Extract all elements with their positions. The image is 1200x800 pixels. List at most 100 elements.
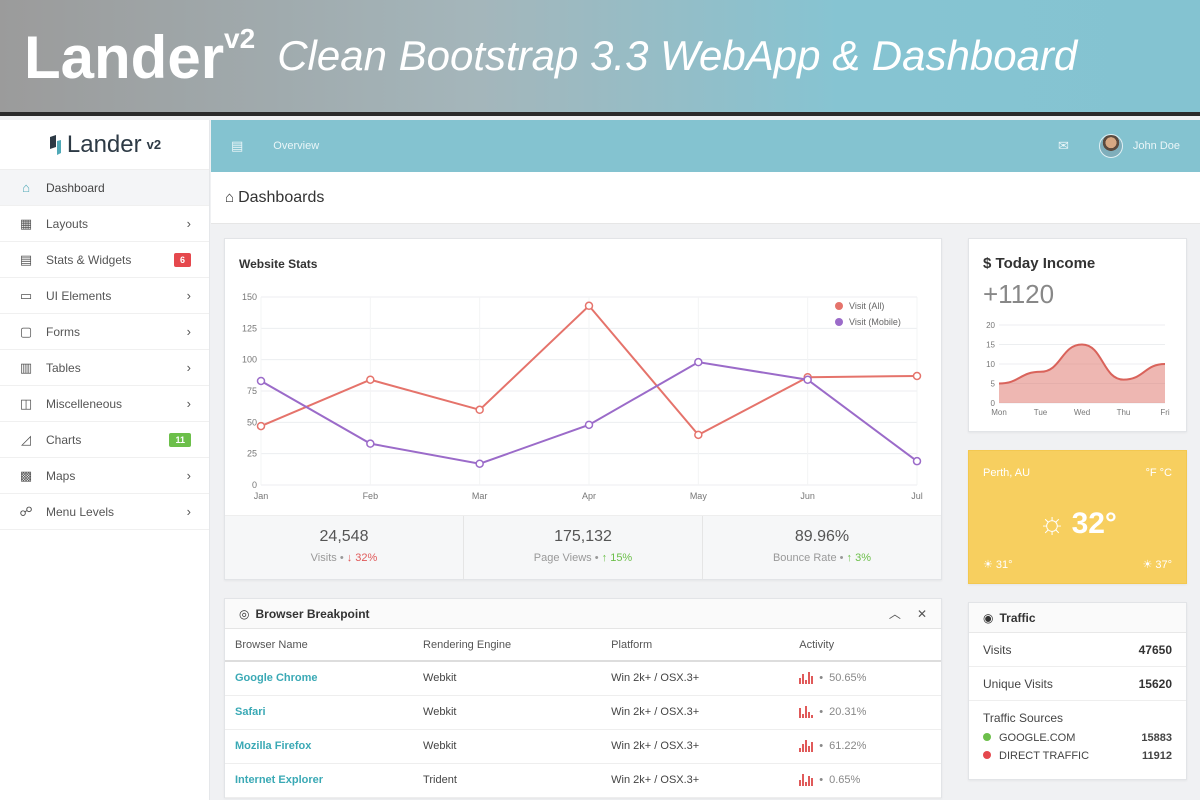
traffic-source-name: DIRECT TRAFFIC [983, 750, 1089, 762]
stat-block: 89.96% Bounce Rate • ↑ 3% [703, 516, 941, 579]
spark-bar [805, 740, 807, 752]
stat-change: ↓ 32% [347, 552, 378, 564]
sidebar-item-label: Maps [46, 469, 187, 483]
sidebar-item-tables[interactable]: ▥ Tables › [0, 350, 209, 386]
data-point[interactable] [258, 423, 265, 430]
column-header[interactable]: Activity [789, 629, 941, 661]
column-header[interactable]: Browser Name [225, 629, 413, 661]
data-point[interactable] [695, 431, 702, 438]
table-row: Safari Webkit Win 2k+ / OSX.3+ • 20.31% [225, 695, 941, 729]
sidebar-item-stats-widgets[interactable]: ▤ Stats & Widgets 6 [0, 242, 209, 278]
x-tick-label: Apr [582, 491, 596, 501]
data-point[interactable] [914, 372, 921, 379]
mail-icon[interactable]: ✉ [1058, 138, 1069, 154]
legend-label: Visit (All) [849, 301, 884, 311]
spark-bar [811, 742, 813, 752]
sidebar-item-ui-elements[interactable]: ▭ UI Elements › [0, 278, 209, 314]
browser-link[interactable]: Safari [225, 695, 413, 729]
weather-card: Perth, AU °F °C ☼ 32° ☀ 31° ☀ 37° [968, 450, 1187, 584]
table-row: Google Chrome Webkit Win 2k+ / OSX.3+ • 50.6… [225, 661, 941, 695]
user-name[interactable]: John Doe [1133, 140, 1180, 152]
chevron-right-icon: › [187, 324, 191, 339]
browser-link[interactable]: Mozilla Firefox [225, 729, 413, 763]
sidebar-item-maps[interactable]: ▩ Maps › [0, 458, 209, 494]
sidebar-item-layouts[interactable]: ▦ Layouts › [0, 206, 209, 242]
sidebar-item-label: Stats & Widgets [46, 253, 174, 267]
data-point[interactable] [586, 302, 593, 309]
spark-bar [811, 715, 813, 718]
browser-link[interactable]: Internet Explorer [225, 763, 413, 797]
data-point[interactable] [258, 377, 265, 384]
sidebar-item-label: Layouts [46, 217, 187, 231]
traffic-sources: GOOGLE.COM 15883 DIRECT TRAFFIC 11912 [969, 729, 1186, 765]
topbar-link[interactable]: Overview [273, 140, 319, 152]
spark-bar [811, 676, 813, 684]
sidebar-item-dashboard[interactable]: ⌂ Dashboard [0, 170, 209, 206]
sidebar-menu: ⌂ Dashboard ▦ Layouts › ▤ Stats & Widgets 6 ▭ UI … [0, 170, 209, 530]
y-tick-label: 0 [991, 399, 996, 408]
y-tick-label: 0 [252, 480, 257, 490]
activity-sep: • [819, 774, 823, 786]
source-dot [983, 751, 991, 759]
traffic-card: ◉ Traffic Visits 47650 Unique Visits 15620 … [968, 602, 1187, 780]
y-tick-label: 50 [247, 417, 257, 427]
website-stats-card: Website Stats 0 25 50 75 100 125 150 Jan Feb Mar A… [224, 238, 942, 580]
avatar[interactable] [1099, 134, 1123, 158]
sidebar-item-charts[interactable]: ◿ Charts 11 [0, 422, 209, 458]
browser-link[interactable]: Google Chrome [225, 661, 413, 695]
column-header[interactable]: Platform [601, 629, 789, 661]
table-row: Mozilla Firefox Webkit Win 2k+ / OSX.3+ • 61… [225, 729, 941, 763]
data-point[interactable] [367, 440, 374, 447]
promo-banner: Landerv2 Clean Bootstrap 3.3 WebApp & Da… [0, 0, 1200, 116]
sidebar-item-label: Forms [46, 325, 187, 339]
spark-bar [799, 678, 801, 684]
brand-logo: Lander v2 [48, 131, 161, 159]
chevron-right-icon: › [187, 288, 191, 303]
data-point[interactable] [804, 376, 811, 383]
spark-bar [808, 746, 810, 752]
brand[interactable]: Lander v2 [0, 120, 209, 170]
weather-units[interactable]: °F °C [1145, 467, 1172, 479]
stat-block: 175,132 Page Views • ↑ 15% [464, 516, 703, 579]
traffic-source-name: GOOGLE.COM [983, 732, 1075, 744]
data-point[interactable] [476, 460, 483, 467]
activity-sep: • [819, 672, 823, 684]
close-icon[interactable]: ✕ [917, 607, 927, 621]
data-point[interactable] [476, 406, 483, 413]
sidebar-item-miscelleneous[interactable]: ◫ Miscelleneous › [0, 386, 209, 422]
data-point[interactable] [695, 359, 702, 366]
banner-title: Landerv2 [24, 25, 255, 88]
weather-low: ☀ 31° [983, 558, 1013, 571]
sidebar-item-label: UI Elements [46, 289, 187, 303]
stat-label: Visits [311, 552, 337, 564]
traffic-source-value: 11912 [1142, 750, 1172, 762]
data-point[interactable] [914, 458, 921, 465]
x-tick-label: Fri [1160, 408, 1170, 417]
data-point[interactable] [367, 376, 374, 383]
y-tick-label: 25 [247, 449, 257, 459]
sun-icon: ☼ [1038, 507, 1066, 540]
activity-value: 61.22% [829, 740, 866, 752]
table-icon: ▥ [18, 360, 34, 376]
activity-cell: • 20.31% [789, 695, 941, 729]
menu-toggle-icon[interactable]: ▤ [231, 138, 243, 154]
chevron-right-icon: › [187, 360, 191, 375]
spark-bar [805, 680, 807, 684]
sidebar-item-menu-levels[interactable]: ☍ Menu Levels › [0, 494, 209, 530]
x-tick-label: Jul [911, 491, 923, 501]
column-header[interactable]: Rendering Engine [413, 629, 601, 661]
legend-swatch [835, 302, 843, 310]
data-point[interactable] [586, 421, 593, 428]
platform-cell: Win 2k+ / OSX.3+ [601, 695, 789, 729]
x-tick-label: Jan [254, 491, 269, 501]
sidebar-item-forms[interactable]: ▢ Forms › [0, 314, 209, 350]
weather-high: ☀ 37° [1142, 558, 1172, 571]
sparkline-icon [799, 740, 813, 752]
chrome-icon: ◎ [239, 607, 249, 621]
collapse-icon[interactable]: ︿ [889, 605, 901, 622]
spark-bar [811, 778, 813, 786]
activity-value: 20.31% [829, 706, 866, 718]
engine-cell: Webkit [413, 729, 601, 763]
y-tick-label: 75 [247, 386, 257, 396]
traffic-unique-row: Unique Visits 15620 [969, 667, 1186, 701]
